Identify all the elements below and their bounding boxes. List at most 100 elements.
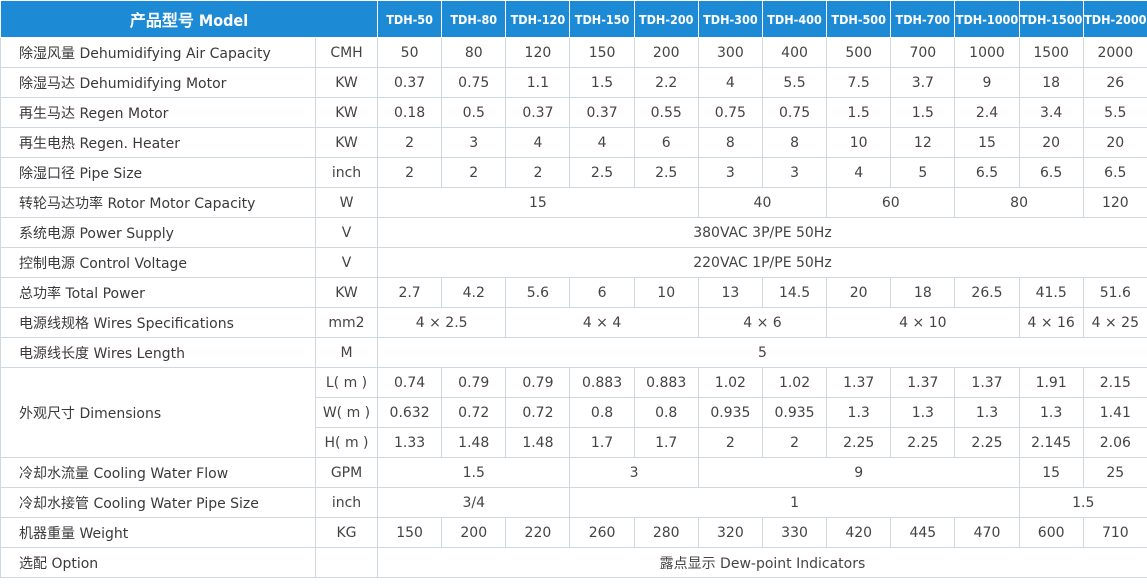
value: 710 bbox=[1082, 517, 1147, 548]
value: 14.5 bbox=[761, 277, 828, 308]
value: 12 bbox=[890, 127, 956, 158]
value: 3 bbox=[697, 157, 763, 188]
value: 1.41 bbox=[1082, 397, 1147, 428]
value: 4 bbox=[505, 127, 571, 158]
value: 2.7 bbox=[377, 277, 443, 308]
value: 40 bbox=[697, 187, 828, 218]
row-label: 除湿马达 Dehumidifying Motor bbox=[0, 67, 316, 98]
value: 4 bbox=[826, 157, 892, 188]
table-row: 产品型号 Model TDH-50 TDH-80 TDH-120 TDH-150 TDH-… bbox=[0, 0, 1147, 38]
value: 4.2 bbox=[441, 277, 507, 308]
value: 4 × 2.5 bbox=[377, 307, 507, 338]
value: 1.3 bbox=[890, 397, 956, 428]
value: 2.2 bbox=[633, 67, 699, 98]
value: 260 bbox=[569, 517, 635, 548]
value: 0.37 bbox=[377, 67, 443, 98]
unit: V bbox=[314, 217, 379, 248]
value: 3 bbox=[569, 457, 699, 488]
unit: inch bbox=[314, 157, 379, 188]
unit: M bbox=[314, 337, 379, 368]
value: 1 bbox=[569, 487, 1020, 518]
value: 1.48 bbox=[441, 427, 507, 458]
value: 700 bbox=[890, 37, 956, 68]
table-row: 系统电源 Power Supply V 380VAC 3P/PE 50Hz bbox=[0, 217, 1147, 248]
value: 1.91 bbox=[1018, 367, 1084, 398]
value: 2000 bbox=[1082, 37, 1147, 68]
value: 20 bbox=[1082, 127, 1147, 158]
value: 3.4 bbox=[1018, 97, 1084, 128]
value: 1.3 bbox=[826, 397, 892, 428]
value: 2.25 bbox=[890, 427, 956, 458]
value: 7.5 bbox=[826, 67, 892, 98]
table-row: 控制电源 Control Voltage V 220VAC 1P/PE 50Hz bbox=[0, 247, 1147, 278]
value: 2 bbox=[377, 157, 443, 188]
row-label: 总功率 Total Power bbox=[0, 277, 316, 308]
value: 1.5 bbox=[377, 457, 571, 488]
value: 0.37 bbox=[569, 97, 635, 128]
value: 330 bbox=[761, 517, 828, 548]
value: 20 bbox=[826, 277, 892, 308]
value: 1.5 bbox=[826, 97, 892, 128]
value: 5.6 bbox=[505, 277, 571, 308]
model-name: TDH-50 bbox=[377, 0, 443, 38]
value: 445 bbox=[890, 517, 956, 548]
value: 80 bbox=[954, 187, 1084, 218]
value: 10 bbox=[633, 277, 699, 308]
row-label: 再生电热 Regen. Heater bbox=[0, 127, 316, 158]
table-row: 再生电热 Regen. Heater KW 2 3 4 4 6 8 8 10 12 15 20 20 bbox=[0, 127, 1147, 158]
value: 15 bbox=[377, 187, 699, 218]
unit: V bbox=[314, 247, 379, 278]
table-row: 冷却水流量 Cooling Water Flow GPM 1.5 3 9 15 25 bbox=[0, 457, 1147, 488]
unit: KG bbox=[314, 517, 379, 548]
value: 150 bbox=[377, 517, 443, 548]
value: 80 bbox=[441, 37, 507, 68]
table-row: 除湿风量 Dehumidifying Air Capacity CMH 50 80 12… bbox=[0, 37, 1147, 68]
value: 26 bbox=[1082, 67, 1147, 98]
value: 220VAC 1P/PE 50Hz bbox=[377, 247, 1147, 278]
model-name: TDH-150 bbox=[569, 0, 635, 38]
value: 1.5 bbox=[890, 97, 956, 128]
value: 5.5 bbox=[761, 67, 828, 98]
value: 0.8 bbox=[569, 397, 635, 428]
model-name: TDH-120 bbox=[505, 0, 571, 38]
value: 5.5 bbox=[1082, 97, 1147, 128]
unit: H( m ) bbox=[314, 427, 379, 458]
value: 2.5 bbox=[569, 157, 635, 188]
row-label: 外观尺寸 Dimensions bbox=[0, 367, 316, 458]
table-row: 电源线长度 Wires Length M 5 bbox=[0, 337, 1147, 368]
value: 150 bbox=[569, 37, 635, 68]
value: 0.5 bbox=[441, 97, 507, 128]
value: 1.37 bbox=[890, 367, 956, 398]
value: 3/4 bbox=[377, 487, 571, 518]
row-label: 电源线规格 Wires Specifications bbox=[0, 307, 316, 338]
table-row: 电源线规格 Wires Specifications mm2 4 × 2.5 4 × … bbox=[0, 307, 1147, 338]
unit: KW bbox=[314, 97, 379, 128]
value: 1.5 bbox=[1018, 487, 1147, 518]
value: 1.37 bbox=[954, 367, 1020, 398]
unit: GPM bbox=[314, 457, 379, 488]
row-label: 除湿口径 Pipe Size bbox=[0, 157, 316, 188]
value: 280 bbox=[633, 517, 699, 548]
value: 13 bbox=[697, 277, 763, 308]
value: 0.8 bbox=[633, 397, 699, 428]
unit: mm2 bbox=[314, 307, 379, 338]
value: 9 bbox=[954, 67, 1020, 98]
value: 1.37 bbox=[826, 367, 892, 398]
value: 120 bbox=[505, 37, 571, 68]
row-label: 冷却水接管 Cooling Water Pipe Size bbox=[0, 487, 316, 518]
value: 50 bbox=[377, 37, 443, 68]
value: 3 bbox=[441, 127, 507, 158]
value: 600 bbox=[1018, 517, 1084, 548]
value: 220 bbox=[505, 517, 571, 548]
value: 4 bbox=[697, 67, 763, 98]
value: 2.15 bbox=[1082, 367, 1147, 398]
value: 1.48 bbox=[505, 427, 571, 458]
value: 0.632 bbox=[377, 397, 443, 428]
value: 3.7 bbox=[890, 67, 956, 98]
value: 6.5 bbox=[954, 157, 1020, 188]
value: 5 bbox=[377, 337, 1147, 368]
value: 0.72 bbox=[505, 397, 571, 428]
value: 1.1 bbox=[505, 67, 571, 98]
model-name: TDH-1500 bbox=[1018, 0, 1084, 38]
model-name: TDH-500 bbox=[826, 0, 892, 38]
